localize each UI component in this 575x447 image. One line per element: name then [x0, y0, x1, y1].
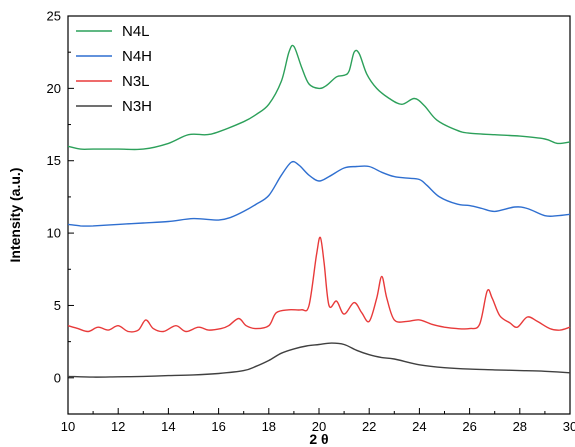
x-tick-label: 20: [312, 419, 326, 434]
series-lines: [67, 44, 571, 378]
x-tick-label: 26: [462, 419, 476, 434]
x-tick-label: 30: [563, 419, 575, 434]
series-line-n3l: [67, 236, 571, 333]
y-tick-label: 15: [47, 153, 61, 168]
y-axis-title: Intensity (a.u.): [7, 168, 23, 263]
y-tick-label: 0: [54, 370, 61, 385]
x-axis-title: 2 θ: [309, 431, 328, 447]
x-tick-label: 10: [61, 419, 75, 434]
y-tick-label: 5: [54, 298, 61, 313]
plot-area: 0 5 10 15 20 25 10 12 14 16 18 20 22 24 26 28 30: [47, 9, 575, 435]
x-tick-label: 28: [513, 419, 527, 434]
y-tick-label: 25: [47, 9, 61, 24]
series-line-n3h: [67, 342, 571, 378]
legend-label-n4h: N4H: [122, 48, 152, 65]
x-tick-label: 22: [362, 419, 376, 434]
legend-label-n3h: N3H: [122, 98, 152, 115]
x-tick-label: 18: [262, 419, 276, 434]
x-tick-label: 24: [412, 419, 426, 434]
legend-label-n4l: N4L: [122, 23, 150, 40]
legend: N4L N4H N3L N3H: [76, 23, 152, 115]
x-tick-label: 12: [111, 419, 125, 434]
legend-label-n3l: N3L: [122, 73, 150, 90]
x-tick-label: 14: [161, 419, 175, 434]
x-tick-label: 16: [211, 419, 225, 434]
y-tick-label: 20: [47, 81, 61, 96]
x-axis: 10 12 14 16 18 20 22 24 26 28 30: [61, 408, 575, 434]
y-axis: 0 5 10 15 20 25: [47, 9, 74, 415]
series-line-n4l: [67, 44, 571, 151]
y-tick-label: 10: [47, 226, 61, 241]
series-line-n4h: [67, 160, 571, 227]
